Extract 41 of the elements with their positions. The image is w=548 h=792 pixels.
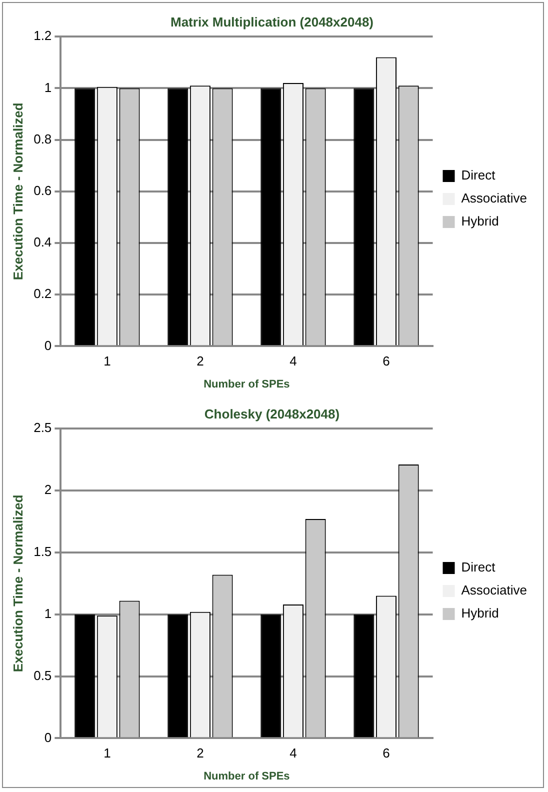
- x-axis-title: Number of SPEs: [204, 378, 290, 390]
- y-tick-label: 2: [44, 482, 52, 498]
- legend-label: Hybrid: [461, 606, 499, 621]
- legend-label: Associative: [461, 582, 527, 598]
- y-tick-label: 1: [44, 80, 52, 95]
- x-tick-label: 6: [382, 746, 390, 761]
- y-tick-label: 2.5: [34, 420, 52, 436]
- x-tick-label: 1: [104, 746, 111, 761]
- bar: [354, 614, 374, 738]
- bar: [74, 614, 96, 738]
- x-axis-title: Number of SPEs: [204, 770, 290, 782]
- y-tick-label: 0.6: [34, 182, 52, 198]
- y-tick-label: 0.5: [34, 668, 52, 683]
- y-axis-title: Execution Time - Normalized: [10, 102, 26, 280]
- chart-title: Cholesky (2048x2048): [204, 406, 340, 422]
- legend-label: Associative: [461, 190, 527, 206]
- y-tick-label: 1.5: [34, 544, 52, 560]
- x-tick-label: 4: [290, 746, 297, 761]
- y-tick-label: 0: [44, 338, 52, 353]
- bar: [74, 88, 96, 346]
- bar: [260, 614, 282, 738]
- bar: [168, 614, 188, 738]
- y-tick-label: 0.4: [34, 234, 52, 250]
- y-tick-label: 1.2: [34, 28, 52, 44]
- chart-title: Matrix Multiplication (2048x2048): [170, 14, 374, 30]
- x-tick-label: 4: [290, 354, 297, 369]
- y-tick-label: 1: [44, 606, 52, 621]
- bar: [260, 88, 282, 346]
- y-tick-label: 0.8: [34, 131, 52, 146]
- x-tick-label: 2: [196, 746, 204, 761]
- bar: [168, 88, 188, 346]
- y-tick-label: 0: [44, 730, 52, 745]
- legend-label: Direct: [461, 560, 496, 575]
- y-axis-title: Execution Time - Normalized: [10, 494, 26, 672]
- x-tick-label: 2: [196, 354, 204, 369]
- legend-label: Direct: [461, 168, 496, 183]
- y-tick-label: 0.2: [34, 286, 52, 302]
- bar: [354, 88, 374, 346]
- x-tick-label: 6: [382, 354, 390, 369]
- legend-label: Hybrid: [461, 214, 499, 229]
- x-tick-label: 1: [104, 354, 111, 369]
